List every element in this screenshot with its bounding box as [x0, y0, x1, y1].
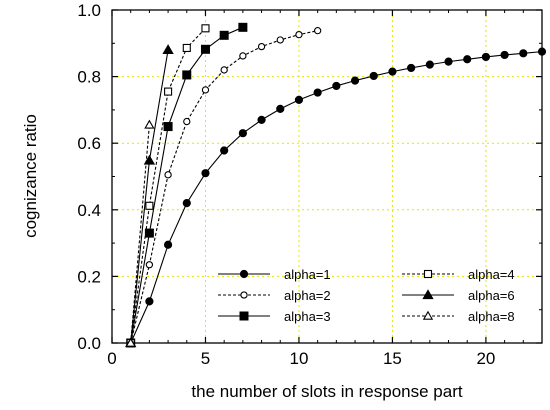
series-alpha-1 [126, 47, 547, 348]
data-point [162, 44, 174, 55]
legend-marker [239, 311, 249, 321]
data-point [163, 122, 173, 132]
data-point [220, 146, 229, 155]
series-alpha-4 [126, 24, 210, 348]
data-point [537, 47, 547, 56]
legend-label: alpha=6 [468, 288, 515, 303]
legend-label: alpha=4 [468, 267, 515, 282]
data-point [200, 44, 210, 54]
data-point [220, 66, 228, 74]
data-point [388, 67, 397, 76]
data-point [257, 115, 266, 124]
data-point [332, 81, 341, 91]
x-tick-label: 10 [289, 349, 308, 368]
series-alpha-8 [125, 119, 155, 347]
data-point [276, 36, 284, 44]
x-axis-title: the number of slots in response part [191, 382, 462, 401]
x-tick-label: 20 [476, 349, 495, 368]
y-tick-label: 0.6 [77, 134, 101, 153]
series-group [125, 22, 547, 348]
legend-marker [240, 291, 248, 299]
x-tick-label: 15 [383, 349, 402, 368]
data-point [463, 55, 472, 64]
series-alpha-3 [126, 22, 248, 348]
data-point [444, 57, 453, 66]
legend-item: alpha=1 [218, 267, 331, 282]
data-point [182, 199, 191, 208]
legend-label: alpha=8 [468, 309, 515, 324]
legend-item: alpha=3 [218, 309, 331, 324]
legend-item: alpha=2 [218, 288, 331, 303]
data-point [369, 71, 378, 81]
grid [112, 10, 542, 343]
data-point [276, 104, 285, 114]
y-tick-label: 0.0 [77, 334, 101, 353]
data-point [219, 30, 229, 40]
data-point [201, 24, 210, 33]
data-point [407, 63, 416, 73]
data-point [201, 86, 210, 94]
data-point [145, 261, 154, 269]
data-point [481, 52, 491, 62]
data-point [425, 60, 434, 69]
legend-marker [423, 269, 433, 279]
data-point [519, 49, 528, 58]
legend-marker [422, 289, 434, 300]
data-point [144, 228, 154, 238]
data-point [163, 240, 173, 249]
y-tick-label: 0.2 [77, 267, 101, 286]
y-tick-label: 0.4 [77, 201, 101, 220]
data-point [182, 43, 191, 53]
data-point [164, 171, 172, 179]
data-point [350, 76, 360, 85]
data-point [182, 70, 192, 80]
data-point [144, 119, 155, 129]
data-point [314, 26, 322, 35]
data-point [145, 201, 154, 210]
series-line [130, 27, 206, 344]
data-point [500, 50, 509, 60]
y-tick-label: 1.0 [77, 1, 101, 20]
data-point [239, 52, 247, 60]
data-point [294, 95, 304, 105]
y-axis-title: cognizance ratio [21, 114, 40, 238]
data-point [238, 22, 248, 32]
data-point [295, 30, 303, 39]
x-tick-label: 5 [201, 349, 210, 368]
x-tick-label: 0 [107, 349, 116, 368]
data-point [313, 88, 322, 97]
data-point [164, 87, 173, 96]
legend-item: alpha=8 [402, 309, 515, 324]
data-point [183, 117, 191, 126]
y-tick-label: 0.8 [77, 68, 101, 87]
legend-label: alpha=3 [284, 309, 331, 324]
legend-marker [239, 269, 249, 279]
data-point [201, 169, 210, 178]
data-point [145, 297, 154, 306]
legend: alpha=1 alpha=2 alpha=3 alpha=4 alpha=6 alpha… [218, 267, 515, 324]
data-point [125, 337, 136, 347]
series-line [130, 124, 150, 344]
legend-label: alpha=1 [284, 267, 331, 282]
legend-marker [422, 310, 434, 320]
data-point [238, 129, 247, 138]
legend-label: alpha=2 [284, 288, 331, 303]
legend-item: alpha=6 [402, 288, 515, 303]
legend-item: alpha=4 [402, 267, 515, 282]
data-point [257, 42, 266, 51]
data-point [143, 154, 156, 165]
